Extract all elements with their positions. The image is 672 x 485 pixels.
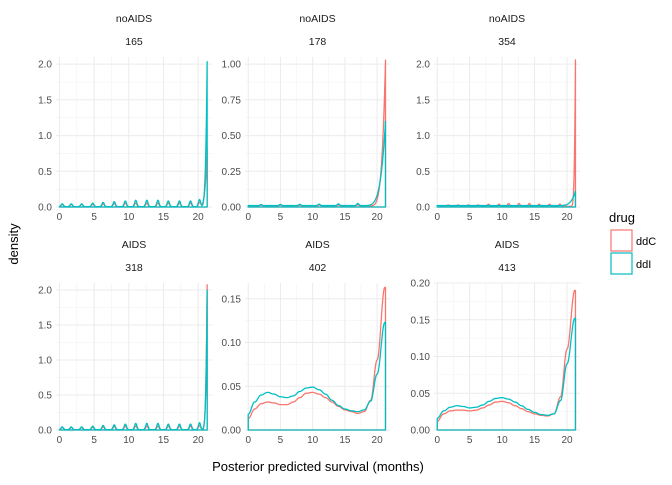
y-tick-label: 0.10 <box>222 338 242 349</box>
x-tick-label: 20 <box>372 212 384 223</box>
y-tick-label: 0.00 <box>411 426 431 437</box>
facet-strip-label: AIDS <box>305 239 330 251</box>
density-curve-ddi <box>436 317 577 431</box>
density-curve-ddi <box>58 60 208 208</box>
y-tick-label: 0.5 <box>38 167 52 178</box>
y-tick-label: 0.25 <box>222 167 242 178</box>
x-tick-label: 15 <box>529 212 541 223</box>
density-curve-ddc <box>247 286 387 431</box>
y-tick-label: 0.75 <box>222 95 242 106</box>
y-tick-label: 0.20 <box>411 279 431 290</box>
density-curve-ddi <box>247 321 387 431</box>
y-tick-label: 0.05 <box>411 389 431 400</box>
facet-strip-label: 402 <box>309 262 327 274</box>
facet-strip-label: 413 <box>498 262 516 274</box>
legend-key-ddc <box>610 229 633 252</box>
x-tick-label: 20 <box>372 435 384 446</box>
facet-strip-label: noAIDS <box>299 13 335 25</box>
facet-panel: 0 5 10 15 20 0.0 0.5 1.0 1.5 2.0 noAIDS 165 <box>38 13 212 223</box>
legend-label: ddC <box>636 236 656 248</box>
x-tick-label: 10 <box>497 435 509 446</box>
facet-panel: 0 5 10 15 20 0.0 0.5 1.0 1.5 2.0 AIDS 318 <box>38 239 212 446</box>
y-tick-label: 0.5 <box>38 391 52 402</box>
legend-label: ddI <box>636 259 651 271</box>
x-tick-label: 20 <box>561 435 573 446</box>
facet-strip-label: AIDS <box>495 239 520 251</box>
y-tick-label: 2.0 <box>38 60 52 71</box>
density-curve-ddi <box>247 120 387 208</box>
facet-panel: 0 5 10 15 20 0.00 0.05 0.10 0.15 AIDS 402 <box>222 239 390 446</box>
x-tick-label: 5 <box>91 435 97 446</box>
x-tick-label: 5 <box>467 435 473 446</box>
x-tick-label: 0 <box>245 212 251 223</box>
x-tick-label: 0 <box>245 435 251 446</box>
x-tick-label: 15 <box>158 212 170 223</box>
y-tick-label: 0.50 <box>222 131 242 142</box>
y-tick-label: 2.0 <box>38 286 52 297</box>
y-tick-label: 1.0 <box>38 356 52 367</box>
y-tick-label: 0.00 <box>222 203 242 214</box>
x-axis-title: Posterior predicted survival (months) <box>212 459 424 474</box>
facet-panel: 0 5 10 15 20 0.00 0.25 0.50 0.75 1.00 noAIDS 178 <box>222 13 390 223</box>
y-axis-title: density <box>6 223 21 265</box>
facet-strip-label: 318 <box>125 262 143 274</box>
x-tick-label: 15 <box>339 212 351 223</box>
facet-panel: 0 5 10 15 20 0.00 0.05 0.10 0.15 0.20 AIDS 413 <box>411 239 580 446</box>
x-tick-label: 15 <box>339 435 351 446</box>
y-tick-label: 0.10 <box>411 352 431 363</box>
facet-panel: 0 5 10 15 20 0.0 0.5 1.0 1.5 2.0 noAIDS 354 <box>416 13 580 223</box>
x-tick-label: 5 <box>467 212 473 223</box>
x-tick-label: 0 <box>57 435 63 446</box>
facet-strip-label: noAIDS <box>489 13 525 25</box>
density-curve-ddc <box>436 289 577 431</box>
y-tick-label: 0.15 <box>411 315 431 326</box>
x-tick-label: 0 <box>434 212 440 223</box>
y-tick-label: 0.15 <box>222 294 242 305</box>
legend-title: drug <box>609 210 635 225</box>
x-tick-label: 10 <box>123 212 135 223</box>
density-curve-ddc <box>58 284 208 431</box>
y-tick-label: 0.5 <box>416 167 430 178</box>
y-tick-label: 0.0 <box>416 203 430 214</box>
legend-key-ddi <box>610 252 633 275</box>
x-tick-label: 10 <box>497 212 509 223</box>
x-tick-label: 20 <box>561 212 573 223</box>
y-tick-label: 0.05 <box>222 382 242 393</box>
x-tick-label: 15 <box>529 435 541 446</box>
density-curve-ddc <box>58 148 208 208</box>
y-tick-label: 2.0 <box>416 60 430 71</box>
x-tick-label: 10 <box>307 212 319 223</box>
y-tick-label: 1.0 <box>416 131 430 142</box>
x-tick-label: 20 <box>193 212 205 223</box>
x-tick-label: 5 <box>278 435 284 446</box>
y-tick-label: 1.00 <box>222 60 242 71</box>
y-tick-label: 1.5 <box>38 95 52 106</box>
facet-strip-label: AIDS <box>122 239 147 251</box>
y-tick-label: 1.0 <box>38 131 52 142</box>
density-curve-ddi <box>436 190 577 208</box>
y-tick-label: 1.5 <box>416 95 430 106</box>
facet-strip-label: 165 <box>125 36 143 48</box>
facet-strip-label: noAIDS <box>116 13 152 25</box>
y-tick-label: 0.0 <box>38 203 52 214</box>
x-tick-label: 0 <box>57 212 63 223</box>
y-tick-label: 1.5 <box>38 321 52 332</box>
x-tick-label: 10 <box>123 435 135 446</box>
facet-strip-label: 178 <box>309 36 327 48</box>
y-tick-label: 0.0 <box>38 426 52 437</box>
x-tick-label: 20 <box>193 435 205 446</box>
y-tick-label: 0.00 <box>222 426 242 437</box>
x-tick-label: 5 <box>278 212 284 223</box>
x-tick-label: 5 <box>91 212 97 223</box>
facet-strip-label: 354 <box>498 36 516 48</box>
x-tick-label: 0 <box>434 435 440 446</box>
density-curve-ddi <box>58 289 208 431</box>
x-tick-label: 15 <box>158 435 170 446</box>
x-tick-label: 10 <box>307 435 319 446</box>
